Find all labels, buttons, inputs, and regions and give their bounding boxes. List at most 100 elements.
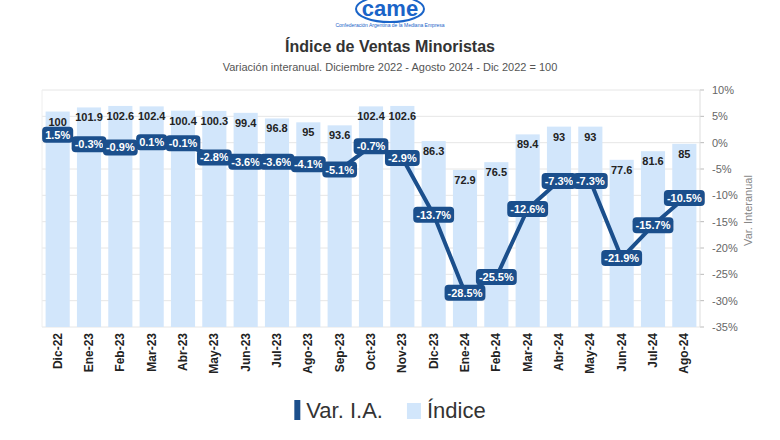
x-tick-label: May-23 xyxy=(207,333,221,374)
bar-label: 96.8 xyxy=(266,122,287,134)
bar-label: 100.3 xyxy=(201,115,229,127)
bar xyxy=(484,162,508,327)
y-axis xyxy=(42,90,43,327)
x-tick-label: Jul-23 xyxy=(270,333,284,368)
x-tick-label: Sep-23 xyxy=(333,333,347,373)
tick xyxy=(700,221,704,222)
legend-swatch xyxy=(407,403,421,419)
legend-label: Índice xyxy=(427,398,486,423)
tick xyxy=(700,274,704,275)
tick xyxy=(700,116,704,117)
line-label-box xyxy=(103,139,138,155)
line-label-box xyxy=(633,217,674,233)
bar-label: 102.4 xyxy=(357,110,385,122)
line-label: 1.5% xyxy=(45,129,70,141)
line-label-box xyxy=(42,127,73,143)
line-label-box xyxy=(354,138,389,154)
bar-label: 102.6 xyxy=(389,110,417,122)
subtitle: Variación interanual. Diciembre 2022 - A… xyxy=(223,61,558,73)
x-tick-label: Mar-23 xyxy=(145,333,159,372)
x-tick-label: Nov-23 xyxy=(395,333,409,373)
title: Índice de Ventas Minoristas xyxy=(285,37,495,55)
marks xyxy=(46,106,697,327)
x-tick-label: Jun-24 xyxy=(615,333,629,372)
line xyxy=(58,135,685,293)
tick xyxy=(700,169,704,170)
line-label-box xyxy=(136,134,167,150)
x-tick-label: Jul-24 xyxy=(646,333,660,368)
x-tick-label: Mar-24 xyxy=(521,333,535,372)
bar-label: 95 xyxy=(302,126,314,138)
tick xyxy=(700,142,704,143)
data-labels: 100101.9102.6102.4100.4100.399.496.89593… xyxy=(42,110,705,301)
line-label: -3.6% xyxy=(231,156,260,168)
legend-swatch xyxy=(294,400,300,420)
line-label: -15.7% xyxy=(636,219,671,231)
y2-axis-title: Var. Interanual xyxy=(742,175,754,246)
bar-label: 89.4 xyxy=(517,138,539,150)
bar-label: 76.5 xyxy=(486,166,507,178)
line-label: -12.6% xyxy=(510,203,545,215)
line-label: -0.1% xyxy=(169,137,198,149)
x-tick-label: Feb-24 xyxy=(489,333,503,372)
tick xyxy=(700,248,704,249)
y2-axis xyxy=(700,90,701,327)
grid-line xyxy=(42,90,700,91)
bar xyxy=(46,112,70,327)
line-label: -0.9% xyxy=(106,141,135,153)
y2-tick-label: -10% xyxy=(712,189,738,201)
bar xyxy=(234,113,258,327)
line-label-box xyxy=(228,154,263,170)
bar xyxy=(672,144,696,327)
grid: 10%5%0%-5%-10%-15%-20%-25%-30%-35% xyxy=(42,84,738,333)
line-label-box xyxy=(542,173,577,189)
line-label-box xyxy=(197,149,232,165)
legend-label: Var. I.A. xyxy=(306,398,383,423)
x-tick-label: Oct-23 xyxy=(364,333,378,371)
bar-label: 72.9 xyxy=(454,174,475,186)
line-label: -7.3% xyxy=(545,175,574,187)
line-label-box xyxy=(72,136,107,152)
bar xyxy=(547,127,571,327)
bar-label: 93 xyxy=(553,131,565,143)
line-label: -0.7% xyxy=(357,140,386,152)
line-label-box xyxy=(291,156,326,172)
y2-tick-label: -15% xyxy=(712,216,738,228)
x-tick-label: Jun-23 xyxy=(239,333,253,372)
bar-label: 101.9 xyxy=(75,111,103,123)
line-label: -21.9% xyxy=(604,252,639,264)
line-label-box xyxy=(507,201,548,217)
tick xyxy=(700,300,704,301)
line-label: -10.5% xyxy=(667,192,702,204)
x-tick-label: May-24 xyxy=(583,333,597,374)
bar-label: 81.6 xyxy=(642,155,663,167)
bar xyxy=(108,106,132,327)
line-label-box xyxy=(664,190,705,206)
x-tick-label: Dic-23 xyxy=(427,333,441,369)
y2-tick-label: -30% xyxy=(712,295,738,307)
line-label: -2.8% xyxy=(200,151,229,163)
line-label: 0.1% xyxy=(139,136,164,148)
bar-label: 102.6 xyxy=(107,110,135,122)
bar xyxy=(202,111,226,327)
bar xyxy=(453,170,477,327)
y2-tick-label: 0% xyxy=(712,137,728,149)
line-label: -28.5% xyxy=(448,287,483,299)
line-label-box xyxy=(322,162,357,178)
y2-tick-label: -20% xyxy=(712,242,738,254)
line-label-box xyxy=(476,269,517,285)
line-label: -7.3% xyxy=(576,175,605,187)
x-tick-label: Abr-23 xyxy=(176,333,190,371)
x-tick-label: Ago-24 xyxy=(677,333,691,374)
y2-tick-label: -35% xyxy=(712,321,738,333)
line-label: -13.7% xyxy=(416,209,451,221)
line-label: -5.1% xyxy=(325,164,354,176)
x-tick-label: Abr-24 xyxy=(552,333,566,371)
bar xyxy=(641,151,665,327)
line-label-box xyxy=(385,150,420,166)
tick xyxy=(700,327,704,328)
x-tick-label: Ene-24 xyxy=(458,333,472,373)
y2-tick-label: -5% xyxy=(712,163,732,175)
line-label-box xyxy=(601,250,642,266)
bar xyxy=(578,127,602,327)
